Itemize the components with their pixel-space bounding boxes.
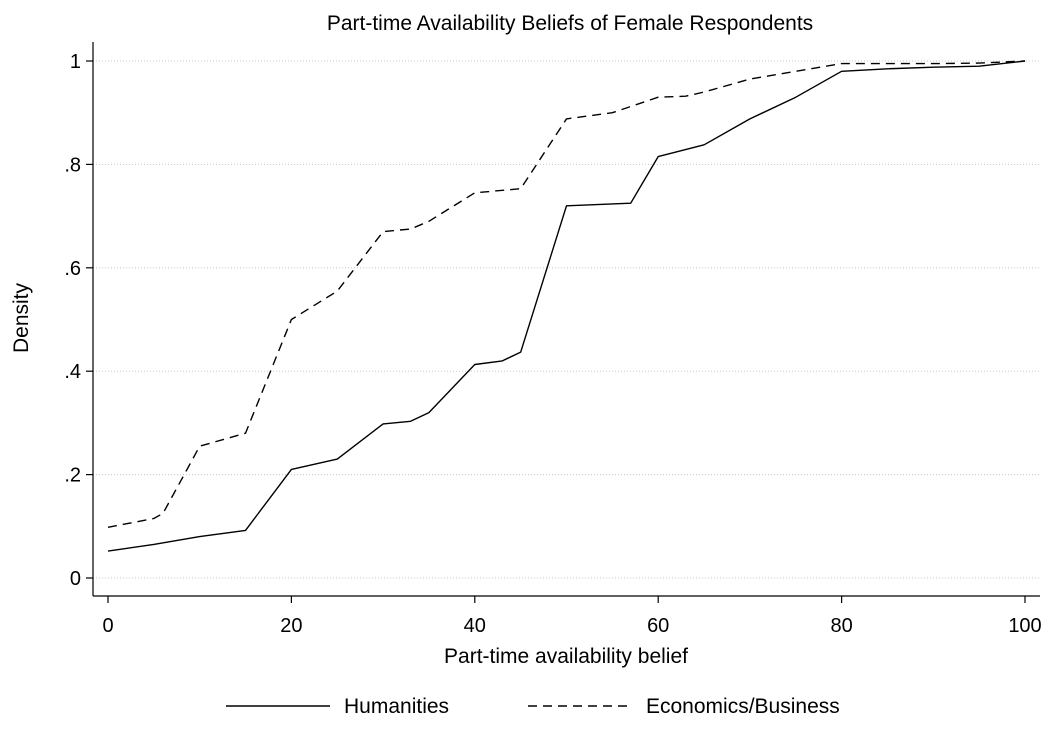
legend-label: Humanities: [344, 695, 449, 718]
series-lines: [107, 60, 1026, 552]
chart-title: Part-time Availability Beliefs of Female…: [327, 12, 813, 35]
x-tick-label: 20: [280, 615, 302, 637]
y-tick-label: 1: [70, 51, 81, 73]
x-tick-label: 80: [830, 615, 852, 637]
axes: 0 .2 .4 .6 .8 1 0 20 40 60 80 100: [64, 42, 1042, 637]
legend-label: Economics/Business: [646, 695, 840, 718]
x-tick-label: 0: [102, 615, 113, 637]
gridlines: [93, 60, 1040, 579]
y-axis-label: Density: [10, 282, 33, 353]
y-tick-label: .2: [64, 465, 81, 487]
x-tick-label: 40: [464, 615, 486, 637]
x-tick-label: 100: [1008, 615, 1041, 637]
y-tick-label: 0: [70, 568, 81, 590]
series-line-economics-business: [107, 60, 1026, 528]
y-tick-label: .4: [64, 361, 81, 383]
y-tick-label: .8: [64, 154, 81, 176]
legend: Humanities Economics/Business: [226, 695, 840, 718]
x-tick-label: 60: [647, 615, 669, 637]
series-line-humanities: [107, 60, 1026, 552]
y-tick-label: .6: [64, 258, 81, 280]
x-axis-label: Part-time availability belief: [444, 645, 688, 668]
